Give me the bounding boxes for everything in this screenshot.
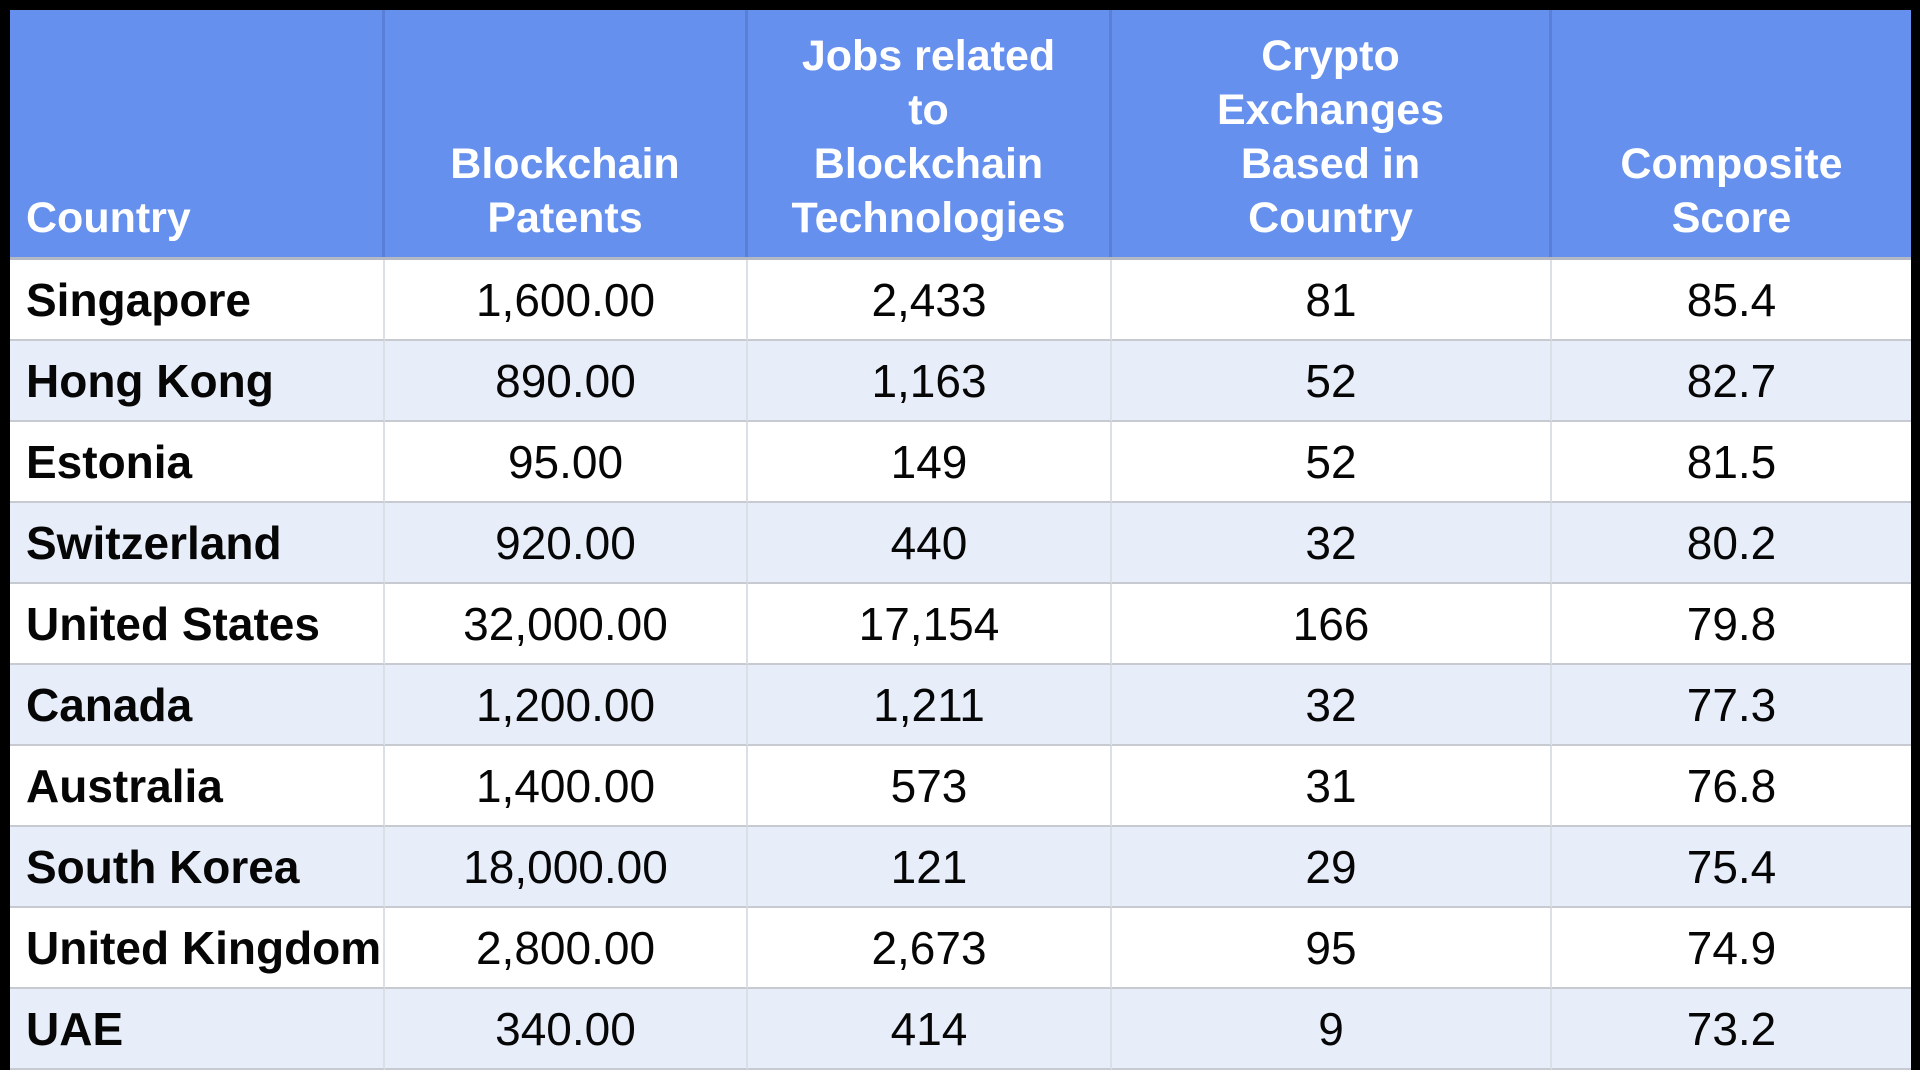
- value-cell[interactable]: 76.8: [1552, 746, 1911, 827]
- value-cell[interactable]: 121: [748, 827, 1112, 908]
- country-cell[interactable]: South Korea: [10, 827, 385, 908]
- value-cell[interactable]: 81: [1112, 260, 1552, 341]
- table-row: Estonia 95.00 149 52 81.5: [10, 422, 1911, 503]
- value-cell[interactable]: 82.7: [1552, 341, 1911, 422]
- value-cell[interactable]: 79.8: [1552, 584, 1911, 665]
- value-cell[interactable]: 95.00: [385, 422, 748, 503]
- value-cell[interactable]: 414: [748, 989, 1112, 1070]
- value-cell[interactable]: 573: [748, 746, 1112, 827]
- value-cell[interactable]: 31: [1112, 746, 1552, 827]
- country-cell[interactable]: Singapore: [10, 260, 385, 341]
- table-row: United States 32,000.00 17,154 166 79.8: [10, 584, 1911, 665]
- table-row: UAE 340.00 414 9 73.2: [10, 989, 1911, 1070]
- value-cell[interactable]: 95: [1112, 908, 1552, 989]
- header-cell-country[interactable]: Country: [10, 10, 385, 257]
- header-cell-crypto-exchanges[interactable]: Crypto Exchanges Based in Country: [1112, 10, 1552, 257]
- value-cell[interactable]: 1,400.00: [385, 746, 748, 827]
- table-row: Singapore 1,600.00 2,433 81 85.4: [10, 260, 1911, 341]
- value-cell[interactable]: 340.00: [385, 989, 748, 1070]
- value-cell[interactable]: 9: [1112, 989, 1552, 1070]
- value-cell[interactable]: 1,600.00: [385, 260, 748, 341]
- value-cell[interactable]: 29: [1112, 827, 1552, 908]
- country-cell[interactable]: Estonia: [10, 422, 385, 503]
- value-cell[interactable]: 2,433: [748, 260, 1112, 341]
- table-header-row: Country Blockchain Patents Jobs related …: [10, 10, 1911, 260]
- header-cell-blockchain-patents[interactable]: Blockchain Patents: [385, 10, 748, 257]
- header-cell-jobs-related[interactable]: Jobs related to Blockchain Technologies: [748, 10, 1112, 257]
- table-body: Singapore 1,600.00 2,433 81 85.4 Hong Kong 890…: [10, 260, 1911, 1070]
- value-cell[interactable]: 18,000.00: [385, 827, 748, 908]
- value-cell[interactable]: 80.2: [1552, 503, 1911, 584]
- value-cell[interactable]: 2,673: [748, 908, 1112, 989]
- value-cell[interactable]: 920.00: [385, 503, 748, 584]
- value-cell[interactable]: 74.9: [1552, 908, 1911, 989]
- country-cell[interactable]: United States: [10, 584, 385, 665]
- table-row: South Korea 18,000.00 121 29 75.4: [10, 827, 1911, 908]
- value-cell[interactable]: 75.4: [1552, 827, 1911, 908]
- value-cell[interactable]: 149: [748, 422, 1112, 503]
- value-cell[interactable]: 2,800.00: [385, 908, 748, 989]
- value-cell[interactable]: 52: [1112, 422, 1552, 503]
- country-cell[interactable]: United Kingdom: [10, 908, 385, 989]
- value-cell[interactable]: 52: [1112, 341, 1552, 422]
- value-cell[interactable]: 1,211: [748, 665, 1112, 746]
- value-cell[interactable]: 1,163: [748, 341, 1112, 422]
- table-row: Hong Kong 890.00 1,163 52 82.7: [10, 341, 1911, 422]
- value-cell[interactable]: 73.2: [1552, 989, 1911, 1070]
- table-row: United Kingdom 2,800.00 2,673 95 74.9: [10, 908, 1911, 989]
- value-cell[interactable]: 1,200.00: [385, 665, 748, 746]
- value-cell[interactable]: 32,000.00: [385, 584, 748, 665]
- country-cell[interactable]: Canada: [10, 665, 385, 746]
- data-table: Country Blockchain Patents Jobs related …: [10, 10, 1911, 1070]
- value-cell[interactable]: 440: [748, 503, 1112, 584]
- country-cell[interactable]: Switzerland: [10, 503, 385, 584]
- country-cell[interactable]: Australia: [10, 746, 385, 827]
- table-row: Switzerland 920.00 440 32 80.2: [10, 503, 1911, 584]
- value-cell[interactable]: 17,154: [748, 584, 1112, 665]
- value-cell[interactable]: 77.3: [1552, 665, 1911, 746]
- header-cell-composite-score[interactable]: Composite Score: [1620, 140, 1843, 242]
- table-row: Canada 1,200.00 1,211 32 77.3: [10, 665, 1911, 746]
- value-cell[interactable]: 32: [1112, 503, 1552, 584]
- table-row: Australia 1,400.00 573 31 76.8: [10, 746, 1911, 827]
- value-cell[interactable]: 32: [1112, 665, 1552, 746]
- country-cell[interactable]: Hong Kong: [10, 341, 385, 422]
- value-cell[interactable]: 166: [1112, 584, 1552, 665]
- value-cell[interactable]: 890.00: [385, 341, 748, 422]
- country-cell[interactable]: UAE: [10, 989, 385, 1070]
- value-cell[interactable]: 81.5: [1552, 422, 1911, 503]
- value-cell[interactable]: 85.4: [1552, 260, 1911, 341]
